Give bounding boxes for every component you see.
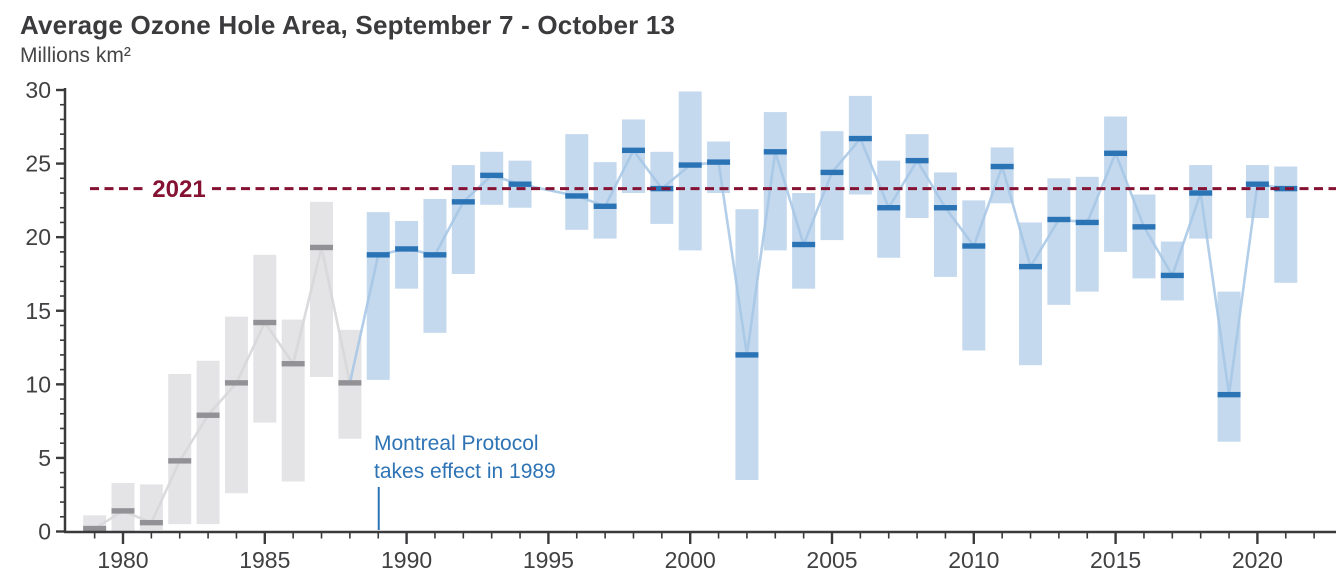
- range-bar-2015: [1104, 116, 1128, 252]
- mean-marker-2013: [1047, 216, 1071, 223]
- mean-marker-1993: [480, 172, 504, 179]
- range-bar-1984: [224, 316, 248, 494]
- range-bar-2005: [820, 131, 844, 241]
- mean-marker-2020: [1245, 181, 1269, 187]
- range-bar-2013: [1047, 178, 1071, 305]
- mean-marker-1981: [139, 519, 163, 526]
- range-bar-1997: [593, 162, 617, 239]
- x-tick-label-2015: 2015: [1090, 547, 1141, 573]
- range-bar-2019: [1217, 291, 1241, 442]
- mean-marker-2003: [763, 149, 787, 155]
- mean-marker-2012: [1019, 263, 1043, 270]
- range-bar-1991: [423, 198, 447, 333]
- mean-marker-2017: [1160, 272, 1184, 279]
- mean-marker-2008: [905, 157, 929, 164]
- range-bar-1993: [480, 151, 504, 205]
- x-tick-label-2020: 2020: [1232, 547, 1283, 573]
- y-axis-units-label: Millions km²: [20, 44, 131, 67]
- montreal-annotation-line2: takes effect in 1989: [374, 460, 556, 483]
- mean-marker-2010: [962, 243, 986, 249]
- x-tick-label-2000: 2000: [665, 547, 716, 573]
- mean-marker-2000: [678, 162, 702, 168]
- y-tick-label-20: 20: [25, 224, 51, 250]
- y-tick-label-5: 5: [38, 445, 51, 471]
- x-tick-label-2010: 2010: [948, 547, 999, 573]
- range-bar-1981: [139, 484, 163, 531]
- mean-marker-1988: [338, 380, 362, 386]
- mean-marker-1989: [366, 252, 390, 258]
- page-title: Average Ozone Hole Area, September 7 - O…: [20, 10, 676, 40]
- range-bar-1986: [281, 319, 305, 482]
- reference-year-label: 2021: [152, 176, 205, 203]
- range-bar-2000: [678, 91, 702, 251]
- mean-marker-1984: [224, 380, 248, 386]
- x-tick-label-2005: 2005: [806, 547, 857, 573]
- mean-marker-1994: [508, 181, 532, 187]
- mean-marker-1983: [196, 412, 220, 418]
- range-bar-1998: [621, 119, 645, 194]
- range-bar-2008: [905, 134, 929, 219]
- range-bar-2021: [1274, 166, 1298, 283]
- range-bar-1990: [395, 220, 419, 289]
- y-tick-label-0: 0: [38, 519, 51, 545]
- mean-marker-1990: [395, 246, 419, 252]
- range-bar-1982: [168, 374, 192, 525]
- range-bar-1985: [253, 254, 277, 423]
- mean-marker-1998: [621, 147, 645, 154]
- mean-marker-2011: [990, 163, 1014, 170]
- mean-marker-2016: [1132, 224, 1156, 230]
- mean-line-pre-1989: [93, 247, 352, 530]
- mean-marker-1986: [281, 361, 305, 367]
- range-bar-1992: [451, 165, 475, 274]
- mean-marker-1979: [83, 525, 107, 532]
- axes-layer: 0 5 10 15 20 25 30 1980 1985 1990 1995 2000 2005 2010…: [25, 77, 1336, 573]
- x-tick-label-1985: 1985: [239, 547, 290, 573]
- montreal-annotation-line1: Montreal Protocol: [374, 432, 539, 455]
- mean-marker-1997: [593, 203, 617, 209]
- range-bar-2012: [1019, 222, 1043, 366]
- mean-marker-1982: [168, 458, 192, 464]
- mean-marker-1987: [310, 244, 334, 251]
- x-tick-label-1980: 1980: [97, 547, 148, 573]
- range-bar-1980: [111, 482, 135, 532]
- y-tick-label-25: 25: [25, 151, 51, 177]
- mean-markers-layer: [83, 135, 1298, 532]
- mean-marker-1985: [253, 319, 277, 326]
- mean-marker-2009: [933, 205, 957, 211]
- x-tick-label-1990: 1990: [381, 547, 432, 573]
- mean-marker-1991: [423, 252, 447, 258]
- range-bar-1996: [565, 134, 589, 230]
- mean-marker-2015: [1104, 150, 1128, 156]
- mean-marker-2006: [848, 135, 872, 142]
- range-bar-1983: [196, 360, 220, 525]
- mean-marker-1980: [111, 508, 135, 514]
- mean-marker-1992: [451, 199, 475, 205]
- mean-marker-2004: [792, 241, 816, 248]
- y-tick-label-15: 15: [25, 298, 51, 324]
- montreal-annotation: Montreal Protocol takes effect in 1989: [374, 432, 556, 530]
- range-bar-2014: [1075, 176, 1099, 292]
- mean-marker-1996: [565, 193, 589, 199]
- y-tick-label-30: 30: [25, 77, 51, 103]
- mean-marker-2002: [735, 352, 759, 358]
- mean-marker-2001: [707, 159, 731, 165]
- mean-marker-2014: [1075, 219, 1099, 226]
- range-bar-2006: [848, 95, 872, 195]
- mean-marker-2007: [877, 205, 901, 211]
- mean-marker-2005: [820, 169, 844, 176]
- mean-marker-2019: [1217, 391, 1241, 398]
- y-tick-label-10: 10: [25, 371, 51, 397]
- range-bar-2002: [735, 209, 759, 480]
- x-tick-label-1995: 1995: [523, 547, 574, 573]
- mean-marker-2018: [1189, 190, 1213, 196]
- range-bar-2003: [763, 112, 787, 251]
